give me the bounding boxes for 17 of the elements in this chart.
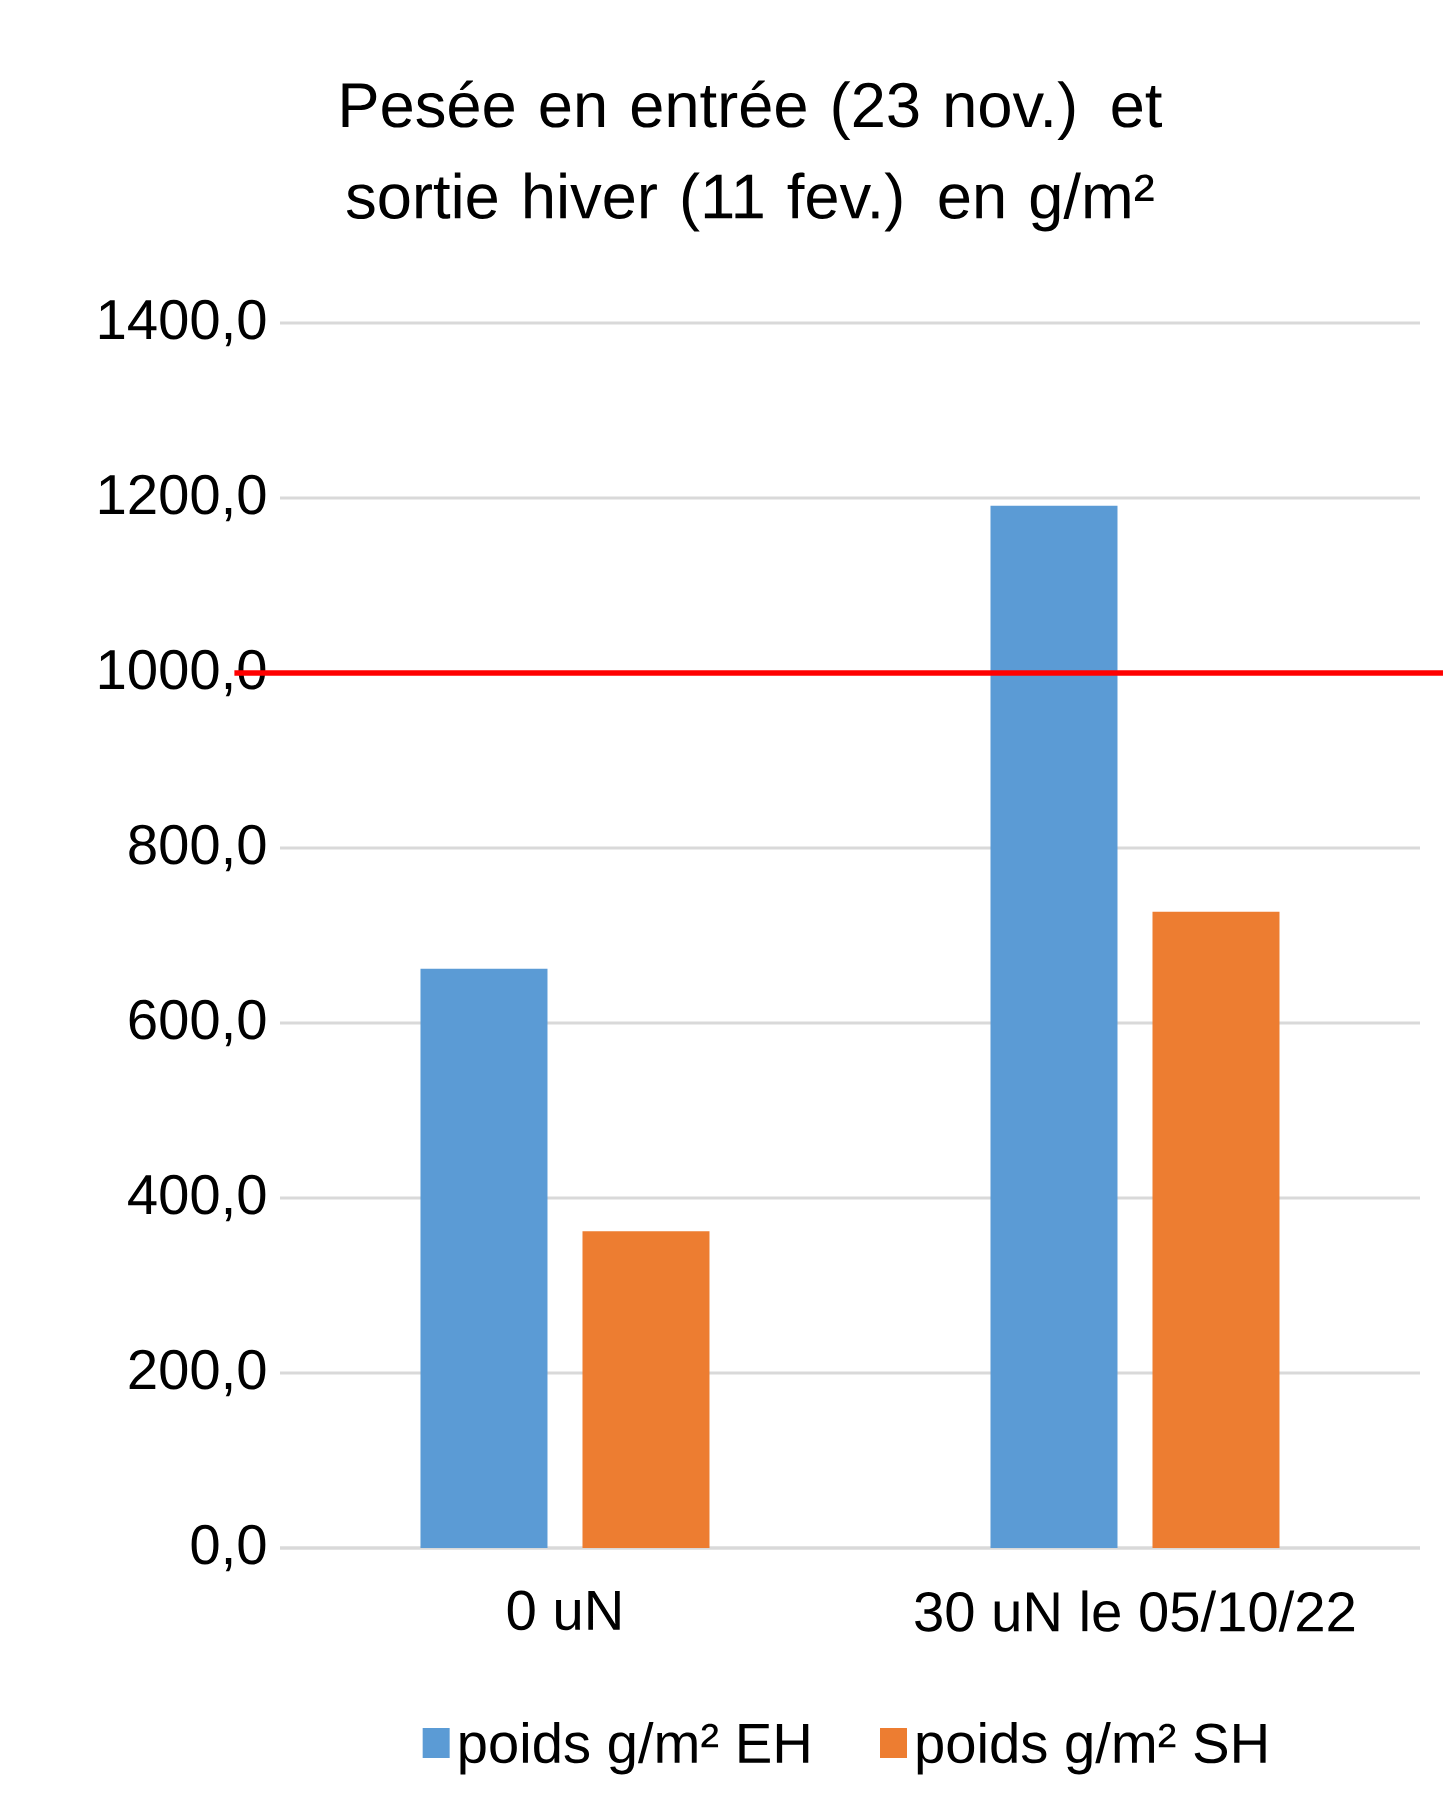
y-tick-label: 1200,0	[99, 474, 266, 522]
x-tick-label: 0 uN	[507, 1590, 620, 1631]
bar	[990, 505, 1118, 1548]
y-tick-label: 1400,0	[99, 299, 266, 347]
chart-title: Pesée en entrée (23 nov.) et sortie hiver (11 fev.) en g/m²	[342, 80, 1162, 232]
y-tick-label: 800,0	[129, 824, 266, 872]
y-tick-label: 600,0	[129, 999, 266, 1047]
y-tick-label: 400,0	[128, 1174, 266, 1222]
legend-label: poids g/m² EH	[460, 1722, 809, 1775]
bar	[420, 968, 548, 1548]
y-tick-label: 200,0	[129, 1349, 266, 1397]
bar	[1152, 911, 1280, 1548]
x-tick-label: 30 uN le 05/10/22	[915, 1590, 1355, 1632]
y-tick-label: 0,0	[191, 1524, 266, 1572]
legend-label: poids g/m² SH	[917, 1722, 1266, 1775]
bar	[582, 1231, 710, 1548]
y-tick-label: 1000,0	[99, 649, 266, 697]
